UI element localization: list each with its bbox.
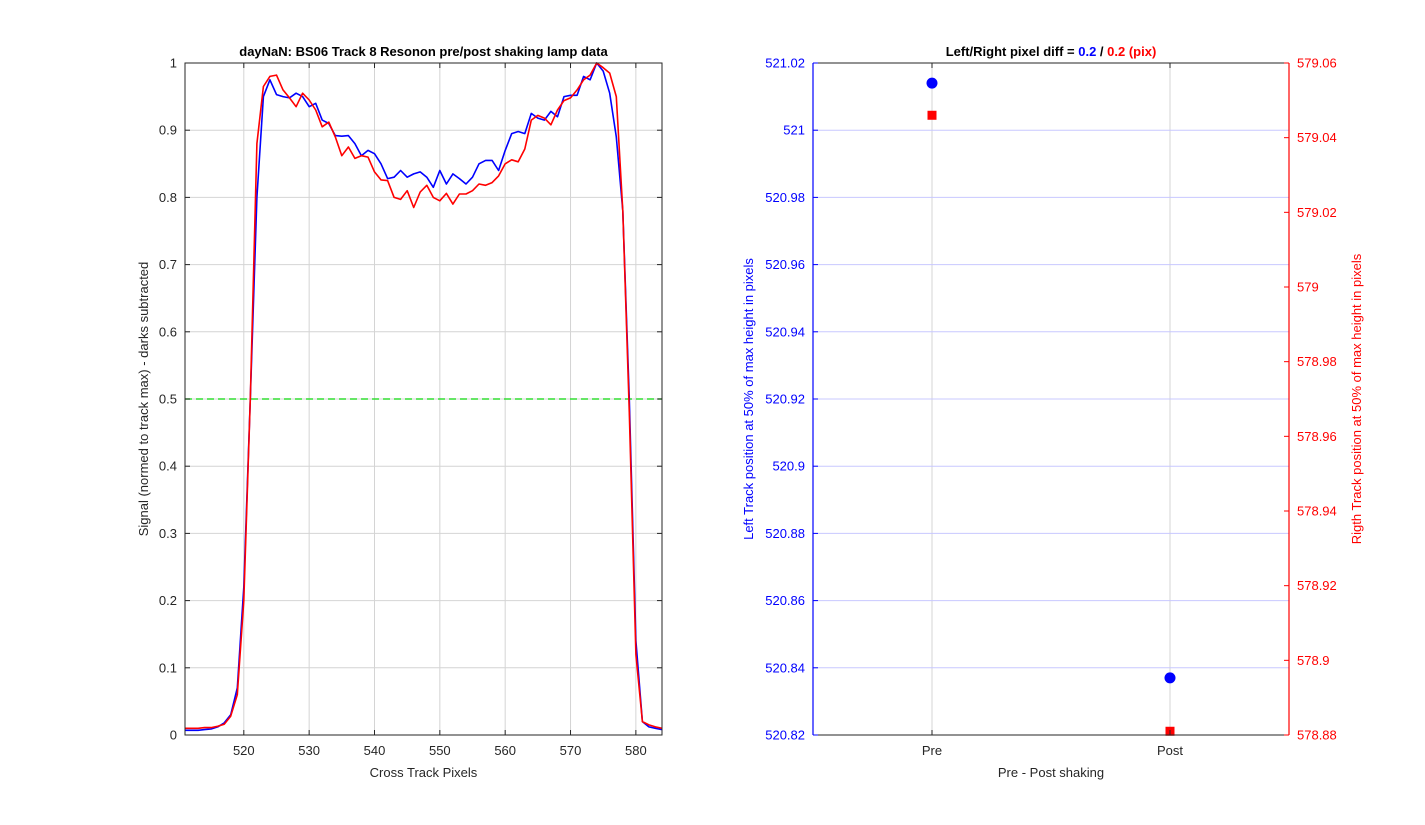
left-track-point-post: [1164, 672, 1176, 684]
right-track-tick-label: 578.98: [1297, 354, 1337, 369]
left-x-tick-label: 570: [560, 743, 582, 758]
left-series-layer: [185, 62, 663, 732]
right-track-tick-label: 578.92: [1297, 578, 1337, 593]
right-x-axis-label: Pre - Post shaking: [998, 765, 1104, 780]
right-track-tick-label: 579.06: [1297, 56, 1337, 71]
left-track-tick-label: 520.88: [765, 526, 805, 541]
right-track-point-pre: [927, 110, 937, 120]
left-chart-title: dayNaN: BS06 Track 8 Resonon pre/post sh…: [239, 44, 608, 59]
left-track-tick-label: 521: [783, 123, 805, 138]
right-track-tick-label: 578.94: [1297, 504, 1337, 519]
title-left-diff: 0.2: [1078, 44, 1096, 59]
right-track-tick-label: 579.04: [1297, 130, 1337, 145]
left-x-tick-label: 550: [429, 743, 451, 758]
pre-shaking-profile-line: [185, 62, 663, 732]
left-x-tick-label: 560: [494, 743, 516, 758]
right-track-tick-label: 579.02: [1297, 205, 1337, 220]
left-x-tick-label: 540: [364, 743, 386, 758]
left-y-tick-label: 0.5: [159, 392, 177, 407]
left-x-axis-label: Cross Track Pixels: [370, 765, 478, 780]
pre-post-position-chart: Pre Post 520.82 520.84 520.86 520.88 520.9 520.…: [741, 44, 1364, 780]
left-track-tick-label: 520.98: [765, 190, 805, 205]
title-prefix: Left/Right pixel diff =: [946, 44, 1079, 59]
right-chart-title: Left/Right pixel diff = 0.2 / 0.2 (pix): [946, 44, 1157, 59]
left-track-tick-label: 520.94: [765, 324, 805, 339]
left-ticks: 520 530 540 550 560 570 580 0 0.1 0.2 0.3 0.4 0.5 0.6…: [159, 56, 662, 758]
left-track-tick-label: 520.84: [765, 660, 805, 675]
title-separator: /: [1096, 44, 1107, 59]
left-y-tick-label: 0.2: [159, 593, 177, 608]
left-y-tick-label: 0.7: [159, 257, 177, 272]
left-y-tick-label: 0.3: [159, 526, 177, 541]
right-x-tick-label: Pre: [922, 743, 942, 758]
left-track-y-axis-label: Left Track position at 50% of max height…: [741, 258, 756, 540]
right-track-tick-label: 578.9: [1297, 653, 1330, 668]
left-y-tick-label: 1: [170, 56, 177, 71]
left-y-tick-label: 0.9: [159, 123, 177, 138]
left-y-tick-label: 0.6: [159, 324, 177, 339]
left-y-axis-label: Signal (normed to track max) - darks sub…: [136, 262, 151, 537]
left-x-tick-label: 520: [233, 743, 255, 758]
left-track-tick-label: 520.82: [765, 728, 805, 743]
left-track-tick-label: 520.92: [765, 392, 805, 407]
title-right-diff: 0.2 (pix): [1107, 44, 1156, 59]
signal-profile-chart: 520 530 540 550 560 570 580 0 0.1 0.2 0.3 0.4 0.5 0.6…: [136, 44, 663, 780]
left-track-tick-label: 520.9: [772, 459, 805, 474]
right-track-tick-label: 578.96: [1297, 429, 1337, 444]
right-ticks: Pre Post 520.82 520.84 520.86 520.88 520.9 520.…: [765, 56, 1337, 759]
left-y-tick-label: 0.8: [159, 190, 177, 205]
left-y-tick-label: 0.1: [159, 660, 177, 675]
left-track-point-pre: [926, 77, 938, 89]
left-track-tick-label: 520.86: [765, 593, 805, 608]
left-y-tick-label: 0: [170, 728, 177, 743]
right-x-tick-label: Post: [1157, 743, 1183, 758]
right-track-y-axis-label: Rigth Track position at 50% of max heigh…: [1349, 253, 1364, 544]
left-x-tick-label: 580: [625, 743, 647, 758]
left-y-tick-label: 0.4: [159, 459, 177, 474]
right-track-tick-label: 579: [1297, 280, 1319, 295]
right-track-tick-label: 578.88: [1297, 728, 1337, 743]
left-track-tick-label: 521.02: [765, 56, 805, 71]
left-track-tick-label: 520.96: [765, 257, 805, 272]
post-shaking-profile-line: [185, 62, 663, 730]
left-x-tick-label: 530: [298, 743, 320, 758]
